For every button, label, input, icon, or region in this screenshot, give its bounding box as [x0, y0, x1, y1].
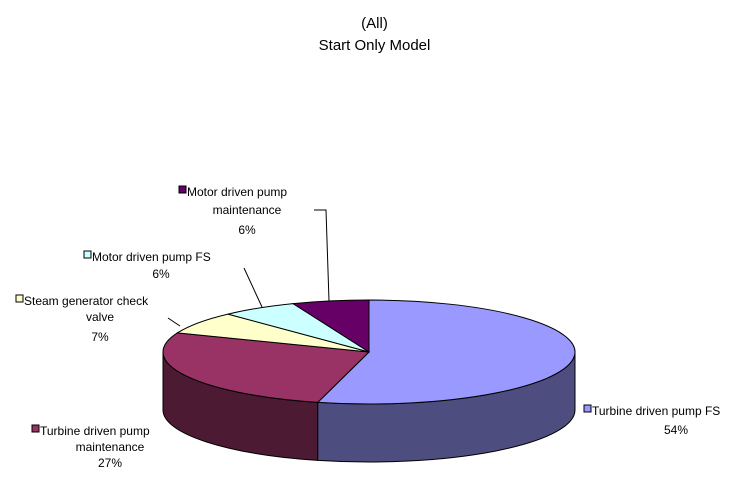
legend-swatch-motor-driven-pump-maintenance: [178, 185, 187, 194]
legend-swatch-steam-generator-check-valve: [15, 294, 24, 303]
data-label-turbine-driven-pump-maintenance-line2: maintenance: [76, 440, 145, 454]
slice-motor-driven-pump-maintenance: [291, 299, 370, 353]
leader-line-steam-generator-check-valve: [167, 317, 181, 327]
data-label-steam-generator-check-valve-line2: valve: [86, 310, 114, 324]
data-label-steam-generator-check-valve: Steam generator check: [24, 294, 149, 308]
pct-label-steam-generator-check-valve: 7%: [91, 330, 109, 344]
data-label-turbine-driven-pump-maintenance: Turbine driven pump: [40, 424, 150, 438]
data-label-turbine-driven-pump-fs: Turbine driven pump FS: [592, 404, 720, 418]
leader-line-motor-driven-pump-fs: [243, 267, 263, 308]
chart-subtitle: Start Only Model: [318, 37, 431, 54]
legend-swatch-turbine-driven-pump-maintenance: [31, 424, 40, 433]
pct-label-turbine-driven-pump-maintenance: 27%: [98, 456, 122, 470]
slice-turbine-driven-pump-maintenance: [162, 332, 371, 403]
leader-line-motor-driven-pump-maintenance: [314, 209, 330, 302]
slice-turbine-driven-pump-fs: [316, 299, 576, 405]
pct-label-motor-driven-pump-fs: 6%: [152, 267, 170, 281]
data-label-motor-driven-pump-fs: Motor driven pump FS: [92, 250, 211, 264]
legend-swatch-turbine-driven-pump-fs: [583, 404, 592, 413]
pct-label-turbine-driven-pump-fs: 54%: [664, 423, 688, 437]
legend-swatch-motor-driven-pump-fs: [83, 250, 92, 259]
chart-title: (All): [361, 15, 388, 32]
data-label-motor-driven-pump-maintenance: Motor driven pump: [187, 185, 287, 199]
pct-label-motor-driven-pump-maintenance: 6%: [238, 223, 256, 237]
data-label-motor-driven-pump-maintenance-line2: maintenance: [213, 203, 282, 217]
